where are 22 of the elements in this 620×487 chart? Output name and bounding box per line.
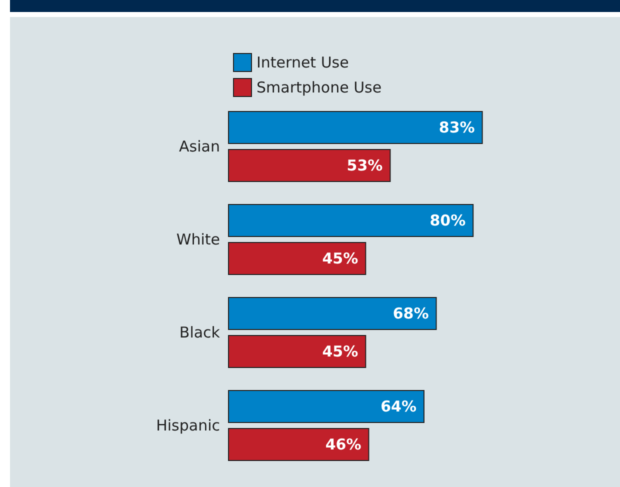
- data-label: 45%: [322, 249, 358, 268]
- y-tick-label: Black: [179, 324, 220, 342]
- bar: [228, 242, 366, 275]
- bar: [228, 297, 437, 330]
- bar: [228, 390, 424, 424]
- data-label: 46%: [325, 435, 362, 454]
- bar: [228, 334, 366, 368]
- y-tick-label: Asian: [179, 138, 220, 156]
- y-tick-label: White: [176, 230, 220, 248]
- legend-label: Internet Use: [256, 54, 349, 72]
- data-label: 80%: [430, 212, 466, 230]
- bar: [228, 111, 483, 144]
- y-tick-label: Hispanic: [156, 416, 220, 434]
- data-label: 64%: [380, 398, 416, 416]
- data-label: 53%: [346, 156, 383, 174]
- data-label: 83%: [438, 118, 475, 137]
- legend-label: Smartphone Use: [256, 78, 382, 96]
- data-label: 45%: [322, 342, 358, 360]
- bar: [228, 204, 474, 238]
- bar: [228, 428, 370, 461]
- data-label: 68%: [392, 304, 429, 323]
- bar: [228, 148, 391, 182]
